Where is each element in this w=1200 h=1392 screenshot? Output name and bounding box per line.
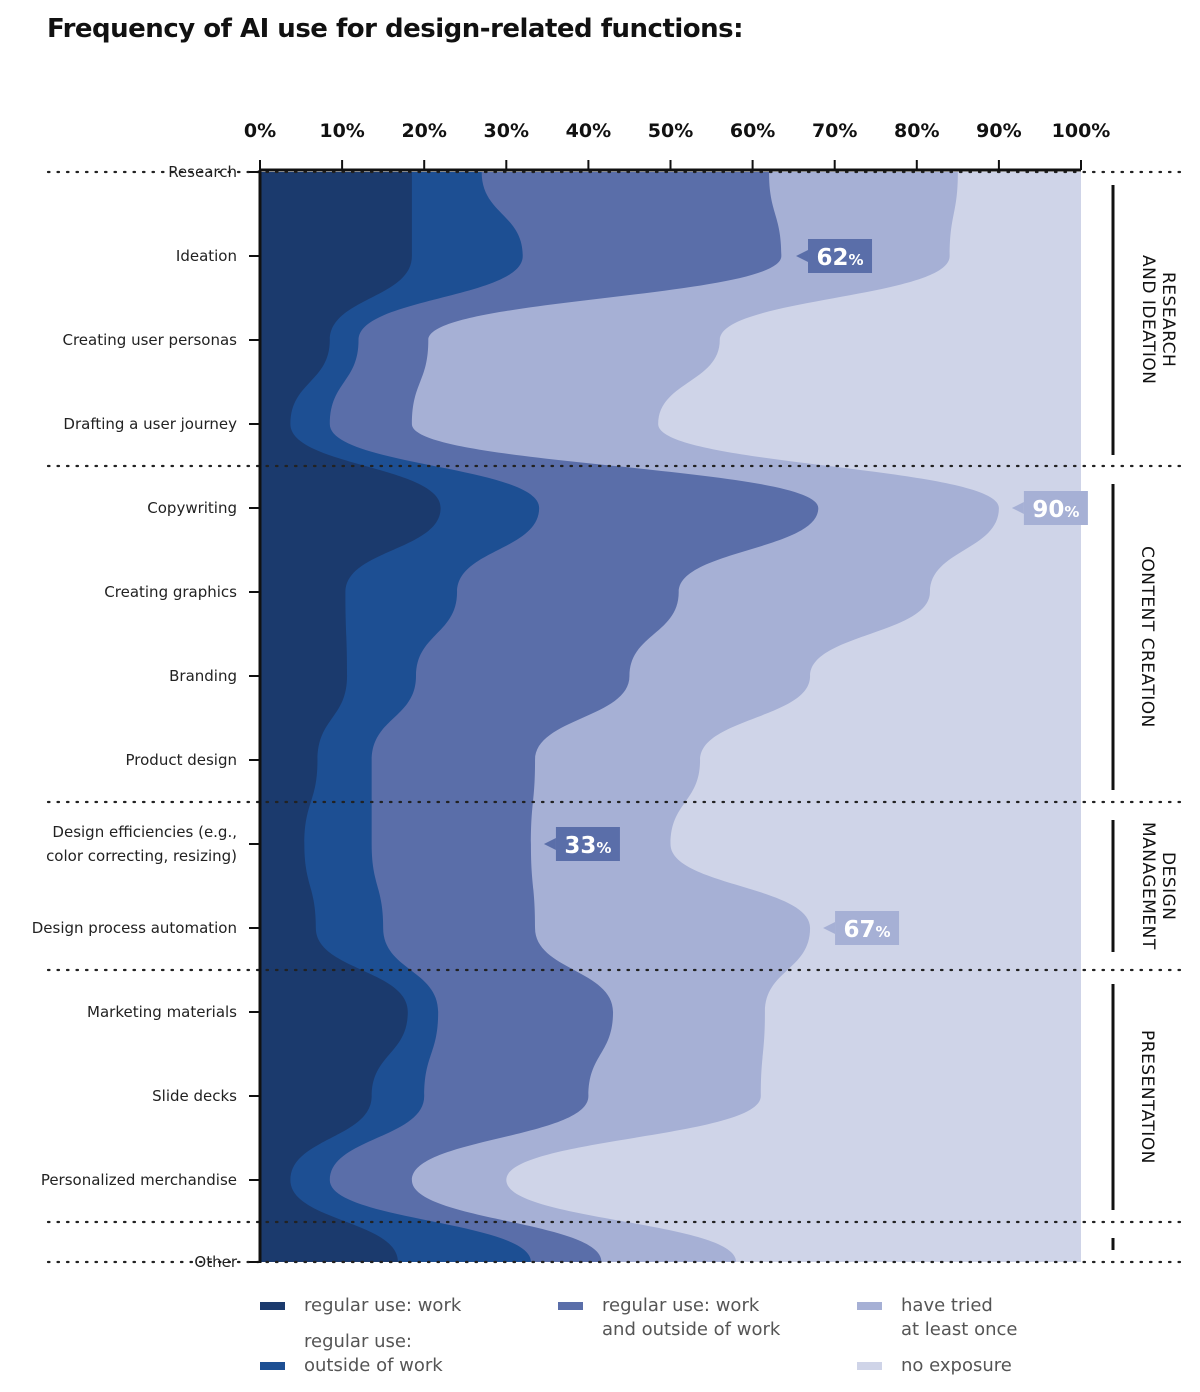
category-label: Personalized merchandise [41, 1171, 237, 1189]
x-tick-label: 10% [319, 120, 364, 142]
category-label: Ideation [176, 247, 237, 265]
category-label: Product design [126, 751, 237, 769]
category-label: Creating graphics [104, 583, 237, 601]
group-label: DESIGN MANAGEMENT [1138, 822, 1178, 950]
legend-swatch [558, 1302, 583, 1310]
x-tick-label: 20% [401, 120, 446, 142]
category-label: Design efficiencies (e.g., [52, 823, 237, 841]
x-tick-label: 100% [1052, 120, 1111, 142]
category-label: Other [194, 1253, 237, 1271]
legend-swatch [260, 1362, 285, 1370]
callout-value: 33% [564, 833, 611, 859]
chart-title: Frequency of AI use for design-related f… [47, 14, 744, 44]
category-label: Research [168, 163, 237, 181]
category-label: Marketing materials [87, 1003, 237, 1021]
x-tick-label: 80% [894, 120, 939, 142]
category-label: Creating user personas [63, 331, 238, 349]
value-callout: 67% [823, 911, 900, 945]
legend-swatch [857, 1302, 882, 1310]
legend-label: regular use: outside of work [304, 1331, 443, 1376]
group-label: CONTENT CREATION [1137, 546, 1157, 728]
value-callout: 62% [796, 239, 873, 273]
category-label: color correcting, resizing) [46, 847, 237, 865]
category-label: Copywriting [147, 499, 237, 517]
x-tick-label: 0% [244, 120, 276, 142]
x-tick-label: 90% [976, 120, 1021, 142]
group-label: RESEARCH AND IDEATION [1138, 255, 1178, 385]
callout-value: 90% [1032, 497, 1079, 523]
legend-label: regular use: work and outside of work [602, 1295, 781, 1340]
callout-value: 67% [844, 917, 891, 943]
x-tick-label: 70% [812, 120, 857, 142]
x-tick-label: 30% [484, 120, 529, 142]
value-callout: 33% [543, 827, 620, 861]
x-tick-label: 50% [648, 120, 693, 142]
x-tick-label: 40% [566, 120, 611, 142]
x-tick-label: 60% [730, 120, 775, 142]
group-label: PRESENTATION [1137, 1030, 1157, 1164]
series-area-0 [260, 172, 441, 1262]
category-label: Slide decks [152, 1087, 237, 1105]
category-label: Design process automation [32, 919, 237, 937]
value-callout: 90% [1011, 491, 1088, 525]
legend-swatch [260, 1302, 285, 1310]
legend-label: have tried at least once [901, 1295, 1018, 1340]
legend-label: regular use: work [304, 1295, 462, 1316]
category-label: Drafting a user journey [63, 415, 237, 433]
category-label: Branding [169, 667, 237, 685]
legend-swatch [857, 1362, 882, 1370]
legend-label: no exposure [901, 1355, 1012, 1376]
callout-value: 62% [816, 245, 863, 271]
